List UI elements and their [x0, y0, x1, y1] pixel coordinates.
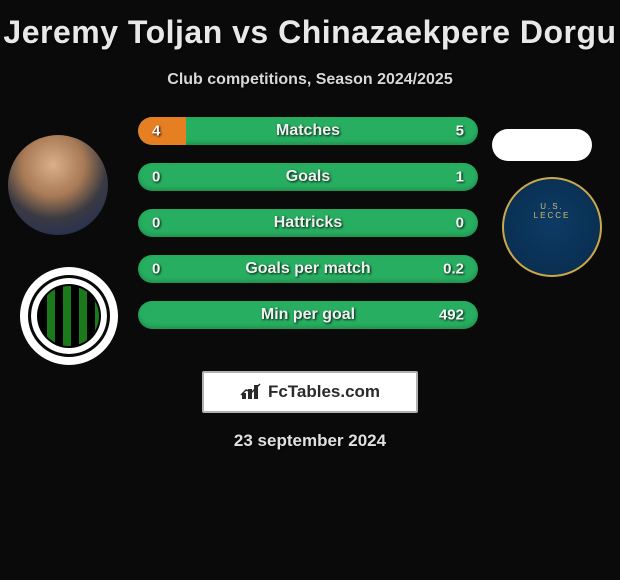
stat-row: 0Hattricks0	[138, 209, 478, 237]
stat-value-right: 0	[456, 215, 464, 232]
stat-label: Matches	[138, 122, 478, 140]
club-right-crest: U.S.LECCE	[502, 177, 602, 277]
page-title: Jeremy Toljan vs Chinazaekpere Dorgu	[0, 0, 620, 51]
stat-row: Min per goal492	[138, 301, 478, 329]
stat-row: 0Goals1	[138, 163, 478, 191]
stat-label: Min per goal	[138, 306, 478, 324]
stat-value-right: 0.2	[443, 261, 464, 278]
subtitle: Club competitions, Season 2024/2025	[0, 71, 620, 89]
player-left-avatar	[8, 135, 108, 235]
stat-row: 0Goals per match0.2	[138, 255, 478, 283]
stat-label: Goals	[138, 168, 478, 186]
stat-label: Hattricks	[138, 214, 478, 232]
stat-bars: 4Matches50Goals10Hattricks00Goals per ma…	[138, 117, 478, 347]
sassuolo-icon	[28, 275, 110, 357]
club-left-crest	[20, 267, 118, 365]
stat-value-right: 1	[456, 169, 464, 186]
comparison-area: U.S.LECCE 4Matches50Goals10Hattricks00Go…	[0, 117, 620, 367]
stat-label: Goals per match	[138, 260, 478, 278]
stat-value-right: 5	[456, 123, 464, 140]
brand-badge[interactable]: FcTables.com	[202, 371, 418, 413]
stat-row: 4Matches5	[138, 117, 478, 145]
player-right-avatar	[492, 129, 592, 161]
stat-value-right: 492	[439, 307, 464, 324]
lecce-icon: U.S.LECCE	[534, 202, 571, 220]
chart-icon	[240, 383, 262, 401]
date-label: 23 september 2024	[0, 431, 620, 451]
brand-text: FcTables.com	[268, 382, 380, 402]
